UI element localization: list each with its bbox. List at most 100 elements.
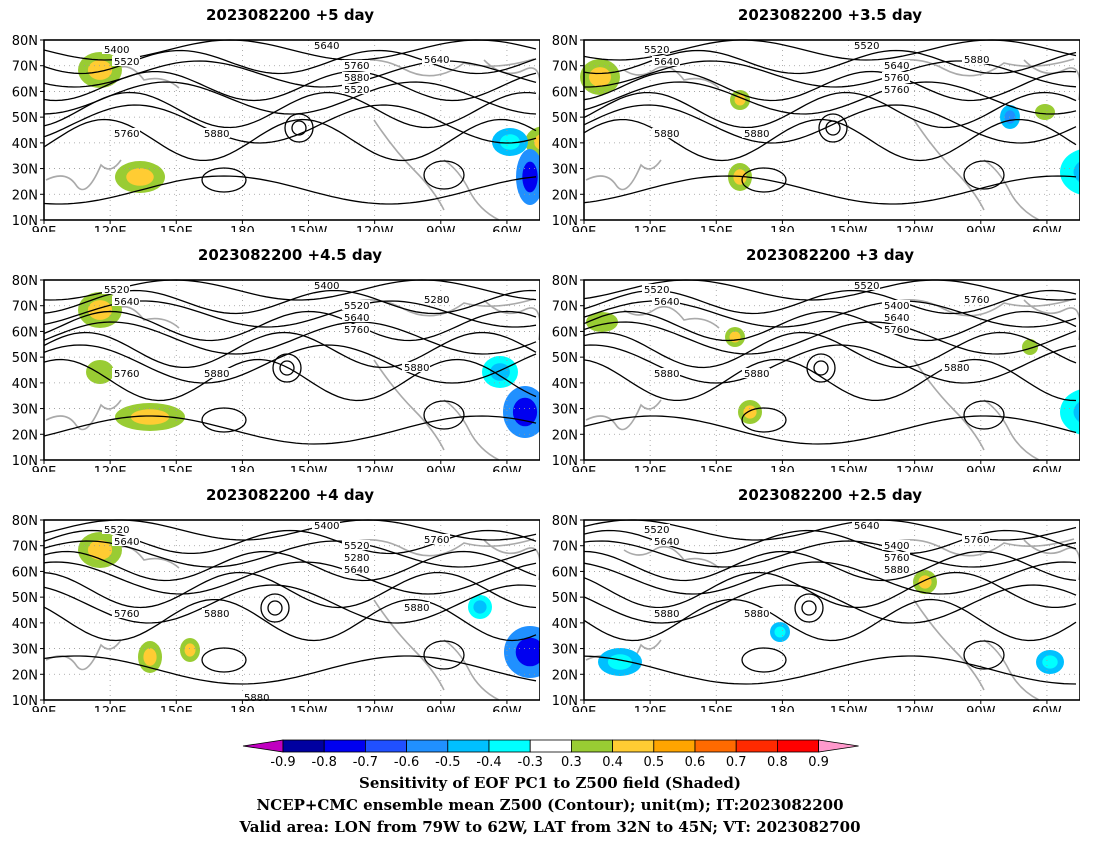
- lon-tick-label: 90W: [426, 465, 456, 472]
- sensitivity-shading: [473, 600, 487, 614]
- colorbar-segment: [694, 739, 737, 753]
- lon-tick-label: 180: [230, 225, 255, 232]
- contour-label-bg: [342, 72, 370, 82]
- contour-label: 5520: [644, 45, 669, 56]
- contour-label: 5520: [344, 301, 369, 312]
- contour-label: 5880: [964, 55, 989, 66]
- contour-label: 5880: [204, 609, 229, 620]
- lat-tick-label: 80N: [12, 274, 38, 289]
- contour-line: [43, 104, 537, 144]
- contour-closed: [818, 113, 848, 143]
- coastline: [585, 399, 662, 431]
- contour-label: 5880: [204, 369, 229, 380]
- contour-label: 5880: [204, 129, 229, 140]
- contour-label: 5640: [654, 537, 679, 548]
- contour-label: 5640: [344, 565, 369, 576]
- sensitivity-shading: [500, 134, 520, 150]
- contour-label: 5760: [424, 535, 449, 546]
- colorbar-arrow-left: [242, 739, 284, 753]
- contour-label-bg: [642, 44, 670, 54]
- lon-tick-label: 90W: [966, 225, 996, 232]
- colorbar-segment: [570, 739, 613, 753]
- lon-tick-label: 180: [770, 465, 795, 472]
- contour-line: [583, 550, 1077, 582]
- contour-label: 5880: [404, 603, 429, 614]
- contour-label-bg: [652, 368, 680, 378]
- coastline: [343, 58, 535, 77]
- lat-tick-label: 30N: [552, 403, 578, 418]
- contour-line: [43, 598, 537, 642]
- lat-tick-label: 70N: [552, 300, 578, 315]
- contour-label: 5640: [654, 297, 679, 308]
- contour-line: [583, 321, 1077, 355]
- lat-tick-label: 80N: [552, 34, 578, 49]
- contour-label-bg: [242, 692, 270, 702]
- coastline: [373, 599, 445, 691]
- map-frame: [583, 279, 1080, 461]
- coastline: [45, 399, 122, 431]
- colorbar-segment: [612, 739, 655, 753]
- contour-label: 5280: [424, 295, 449, 306]
- contour-label-bg: [962, 534, 990, 544]
- sensitivity-shading: [184, 643, 196, 657]
- lon-tick-label: 90E: [572, 225, 597, 232]
- sensitivity-shading: [734, 94, 746, 106]
- contour-label-bg: [102, 284, 130, 294]
- contour-label: 5760: [884, 553, 909, 564]
- colorbar-tick-label: -0.9: [270, 755, 295, 770]
- contour-label: 5640: [884, 61, 909, 72]
- lat-tick-label: 20N: [12, 668, 38, 683]
- contour-label-bg: [312, 280, 340, 290]
- lon-tick-label: 150E: [160, 705, 193, 712]
- colorbar-segment: [364, 739, 407, 753]
- lon-tick-label: 60W: [492, 465, 522, 472]
- contour-line: [583, 331, 1077, 369]
- lon-tick-label: 180: [770, 705, 795, 712]
- contour-label: 5880: [744, 609, 769, 620]
- contour-closed: [284, 113, 314, 143]
- lat-tick-label: 40N: [12, 617, 38, 632]
- lon-tick-label: 90W: [966, 705, 996, 712]
- colorbar-segment: [777, 739, 820, 753]
- contour-label: 5640: [424, 55, 449, 66]
- map-frame: [583, 39, 1080, 221]
- contour-label-bg: [112, 296, 140, 306]
- contour-closed: [963, 400, 1005, 430]
- lon-tick-label: 90W: [966, 465, 996, 472]
- contour-label: 5640: [114, 537, 139, 548]
- contour-label-bg: [742, 608, 770, 618]
- contour-label-bg: [342, 552, 370, 562]
- contour-label-bg: [652, 296, 680, 306]
- sensitivity-shading: [607, 654, 633, 670]
- colorbar-tick-label: 0.9: [808, 755, 829, 770]
- contour-closed: [201, 647, 247, 673]
- lon-tick-label: 120W: [896, 705, 934, 712]
- sensitivity-shading: [92, 365, 108, 379]
- lon-tick-label: 120W: [896, 225, 934, 232]
- lat-tick-label: 10N: [552, 454, 578, 469]
- contour-closed: [260, 593, 290, 623]
- colorbar-tick-label: 0.6: [685, 755, 706, 770]
- contour-closed: [963, 160, 1005, 190]
- lat-tick-label: 20N: [552, 428, 578, 443]
- lon-tick-label: 60W: [492, 225, 522, 232]
- contour-line: [43, 584, 537, 624]
- lat-tick-label: 20N: [12, 188, 38, 203]
- contour-label: 5400: [104, 45, 129, 56]
- lat-tick-label: 50N: [12, 111, 38, 126]
- panel-title: 2023082200 +4.5 day: [197, 246, 383, 264]
- contour-label: 5520: [344, 541, 369, 552]
- lon-tick-label: 90E: [572, 465, 597, 472]
- lat-tick-label: 30N: [552, 643, 578, 658]
- contour-label: 5880: [944, 363, 969, 374]
- contour-label-bg: [882, 300, 910, 310]
- colorbar-tick-label: 0.8: [767, 755, 788, 770]
- contour-line: [583, 415, 1077, 445]
- contour-label: 5880: [884, 565, 909, 576]
- lat-tick-label: 40N: [12, 137, 38, 152]
- map-frame: [43, 39, 540, 221]
- contour-label: 5400: [884, 541, 909, 552]
- contour-label: 5640: [884, 313, 909, 324]
- lat-tick-label: 30N: [552, 163, 578, 178]
- panel-title: 2023082200 +2.5 day: [737, 486, 923, 504]
